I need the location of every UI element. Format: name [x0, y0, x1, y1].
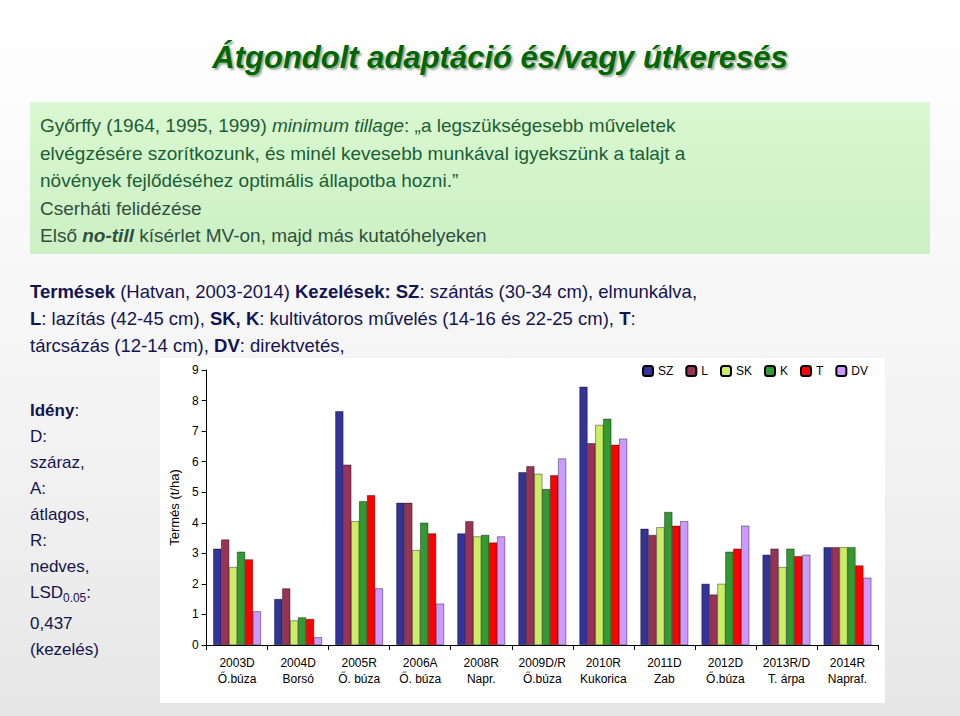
svg-text:Napraf.: Napraf. [828, 672, 867, 686]
html-text:száraz,: száraz, [30, 453, 85, 472]
svg-text:SK: SK [736, 364, 752, 378]
html-text:nedves,: nedves, [30, 557, 90, 576]
svg-text:7: 7 [192, 424, 199, 438]
svg-text:Termés (t/ha): Termés (t/ha) [167, 469, 182, 546]
svg-text:2004D: 2004D [280, 656, 316, 670]
svg-text:2: 2 [192, 577, 199, 591]
svg-text:T. árpa: T. árpa [768, 672, 805, 686]
svg-text:1: 1 [192, 607, 199, 621]
svg-text:2011D: 2011D [647, 656, 682, 670]
html-text:átlagos,: átlagos, [30, 505, 90, 524]
svg-text:0: 0 [192, 638, 199, 652]
html-text:R:: R: [30, 531, 47, 550]
svg-text:T: T [816, 364, 824, 378]
svg-text:Ő.búza: Ő.búza [523, 671, 562, 686]
svg-text:2005R: 2005R [341, 656, 377, 670]
svg-text:2009D/R: 2009D/R [519, 656, 567, 670]
svg-text:2013R/D: 2013R/D [763, 656, 811, 670]
html-text:tárcsázás (12-14 cm), DV: dire: tárcsázás (12-14 cm), DV: direktvetés, [30, 335, 345, 356]
svg-text:SZ: SZ [658, 364, 673, 378]
svg-text:Ő. búza: Ő. búza [399, 671, 441, 686]
svg-text:Ő.búza: Ő.búza [218, 671, 257, 686]
html-text:Cserháti felidézése: Cserháti felidézése [40, 197, 202, 219]
html-text:Győrffy (1964, 1995, 1999) min: Győrffy (1964, 1995, 1999) minimum tilla… [40, 115, 676, 136]
html-text:növények fejlődéséhez optimáli: növények fejlődéséhez optimális állapotb… [40, 170, 459, 191]
svg-text:3: 3 [192, 546, 199, 560]
svg-text:DV: DV [851, 364, 868, 378]
html-text:Idény:: Idény: [30, 401, 80, 420]
svg-text:Ő.búza: Ő.búza [706, 671, 745, 686]
html-text:Átgondolt adaptáció és/vagy út: Átgondolt adaptáció és/vagy útkeresés [212, 40, 788, 75]
html-text:(kezelés): (kezelés) [30, 640, 99, 660]
html-text:Termések (Hatvan, 2003-2014) K: Termések (Hatvan, 2003-2014) Kezelések: … [30, 281, 697, 302]
svg-text:6: 6 [192, 455, 199, 469]
svg-text:2012D: 2012D [708, 656, 744, 670]
svg-text:L: L [701, 364, 708, 378]
svg-text:Zab: Zab [654, 672, 675, 686]
svg-text:2014R: 2014R [830, 656, 866, 670]
svg-text:2010R: 2010R [586, 656, 622, 670]
html-text:0,437: 0,437 [30, 614, 73, 634]
svg-text:2008R: 2008R [464, 656, 500, 670]
svg-text:2006A: 2006A [403, 656, 438, 670]
html-text:D:: D: [30, 427, 47, 446]
svg-text:Ő. búza: Ő. búza [338, 671, 380, 686]
svg-text:Kukorica: Kukorica [580, 672, 627, 686]
html-text:A:: A: [30, 479, 47, 498]
svg-text:8: 8 [192, 394, 199, 408]
svg-text:4: 4 [192, 516, 199, 530]
html-text:Első no-till kísérlet MV-on, m: Első no-till kísérlet MV-on, majd más ku… [40, 225, 487, 246]
html-text:elvégzésére szorítkozunk, és m: elvégzésére szorítkozunk, és minél keves… [40, 142, 686, 164]
svg-text:Borsó: Borsó [282, 672, 314, 686]
html-text:LSD0.05:: LSD0.05: [30, 583, 91, 606]
svg-text:2003D: 2003D [219, 656, 255, 670]
svg-text:K: K [780, 364, 788, 378]
svg-text:5: 5 [192, 485, 199, 499]
svg-text:Napr.: Napr. [467, 672, 496, 686]
html-text:L: lazítás (42-45 cm), SK, K:: L: lazítás (42-45 cm), SK, K: kultivátor… [30, 308, 636, 329]
svg-text:9: 9 [192, 363, 199, 377]
